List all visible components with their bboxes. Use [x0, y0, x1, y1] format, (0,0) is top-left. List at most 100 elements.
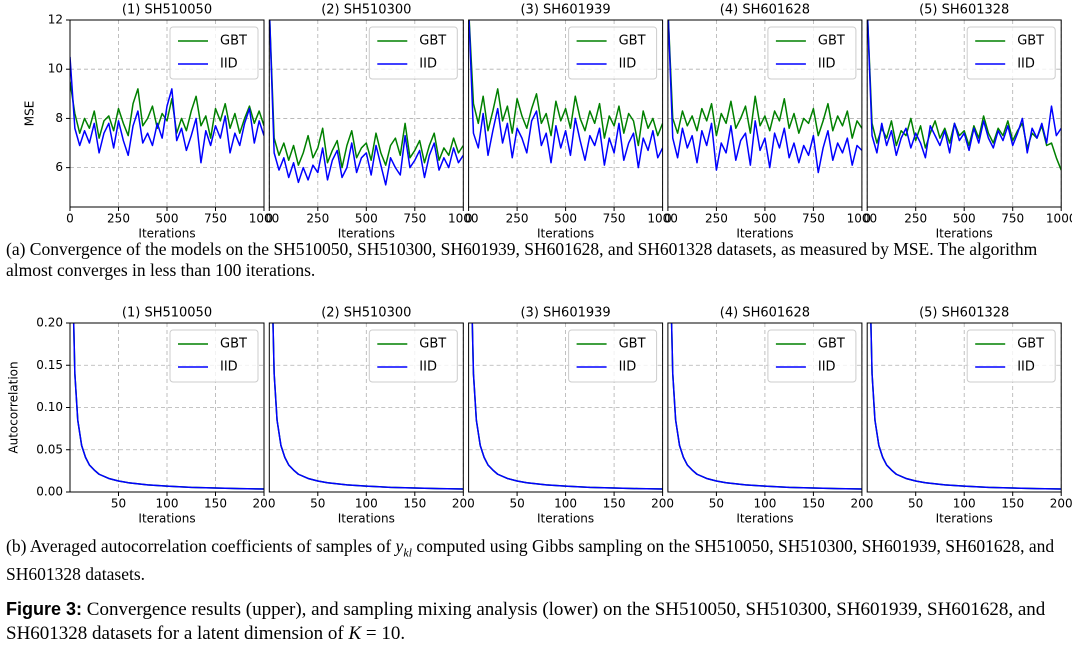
x-tick-label: 500 — [753, 212, 776, 226]
x-tick-label: 100 — [753, 497, 776, 511]
caption-b: (b) Averaged autocorrelation coefficient… — [6, 536, 1068, 585]
subplot: 6 8 10 12 0 250 500 750 1000 (1) SH510050 Iteratio… — [23, 3, 280, 241]
subplot: 0.00 0.05 0.10 0.15 0.20 50 100 150 200 (1) SH510… — [7, 306, 276, 526]
x-tick-label: 1000 — [647, 212, 678, 226]
subplot-title: (2) SH510300 — [321, 306, 411, 321]
x-tick-label: 1000 — [249, 212, 280, 226]
caption-text: = 10. — [361, 623, 406, 644]
legend-label: GBT — [419, 337, 446, 352]
y-tick-label: 6 — [55, 160, 63, 174]
x-tick-label: 50 — [709, 497, 724, 511]
x-tick-label: 750 — [802, 212, 825, 226]
legend-label: IID — [619, 57, 637, 72]
x-tick-label: 250 — [306, 212, 329, 226]
line-series — [272, 323, 464, 490]
legend-label: IID — [220, 360, 238, 375]
figure-label: Figure 3: — [6, 599, 83, 619]
plot-lines — [867, 20, 1062, 171]
math-var: y — [395, 536, 404, 556]
figure-caption: Figure 3: Convergence results (upper), a… — [6, 597, 1068, 646]
plot-lines — [471, 323, 663, 490]
subplot-title: (5) SH601328 — [919, 306, 1009, 321]
y-tick-label: 0.05 — [36, 442, 63, 456]
x-axis-label: Iterations — [936, 512, 993, 526]
x-tick-label: 100 — [156, 497, 179, 511]
plot-lines — [70, 56, 264, 164]
legend-box — [568, 329, 658, 383]
line-series — [70, 81, 264, 139]
subplot-title: (3) SH601939 — [520, 3, 610, 18]
x-tick-label: 150 — [403, 497, 426, 511]
subplot: 50 100 150 200 (3) SH601939 Iterations GBT IID — [468, 306, 674, 526]
line-series — [667, 20, 862, 139]
axes-frame — [268, 19, 464, 208]
legend-label: GBT — [619, 337, 646, 352]
axes-frame — [866, 322, 1062, 493]
y-tick-label: 0.00 — [36, 485, 63, 499]
x-tick-label: 750 — [403, 212, 426, 226]
subplot-title: (3) SH601939 — [520, 306, 610, 321]
x-tick-label: 250 — [107, 212, 130, 226]
legend-label: GBT — [419, 34, 446, 49]
legend-label: GBT — [818, 337, 845, 352]
axes-frame — [69, 19, 265, 208]
legend-box — [767, 329, 857, 383]
plot-lines — [272, 323, 464, 490]
x-tick-label: 200 — [850, 497, 873, 511]
subplot: 50 100 150 200 (4) SH601628 Iterations GBT IID — [667, 306, 873, 526]
axes-frame — [667, 19, 863, 208]
y-tick-label: 0.20 — [36, 316, 63, 330]
x-axis-label: Iterations — [138, 227, 195, 241]
caption-text: computed using Gibbs sampling on the SH5… — [6, 536, 1055, 584]
x-axis-label: Iterations — [537, 227, 594, 241]
subplot-title: (5) SH601328 — [919, 3, 1009, 18]
legend-box — [966, 329, 1056, 383]
subplot: 50 100 150 200 (5) SH601328 Iterations GBT IID — [866, 306, 1072, 526]
y-axis-label: Autocorrelation — [7, 361, 21, 453]
x-tick-label: 1000 — [847, 212, 878, 226]
x-tick-label: 250 — [904, 212, 927, 226]
caption-text: Convergence results (upper), and samplin… — [6, 599, 1046, 644]
subplot-title: (4) SH601628 — [720, 306, 810, 321]
axes-frame — [866, 19, 1062, 208]
subplot: 0 250 500 750 1000 (2) SH510300 Iterations GBT I… — [265, 3, 478, 241]
math-sub: kl — [403, 545, 412, 560]
legend-label: IID — [818, 57, 836, 72]
x-tick-label: 0 — [265, 212, 273, 226]
y-tick-label: 0.10 — [36, 400, 63, 414]
x-tick-label: 100 — [554, 497, 577, 511]
legend-label: IID — [419, 57, 437, 72]
legend-box — [767, 26, 857, 80]
legend-box — [568, 26, 658, 80]
x-tick-label: 50 — [310, 497, 325, 511]
plot-lines — [269, 20, 464, 186]
subplot-title: (1) SH510050 — [122, 306, 212, 321]
legend-box — [368, 329, 458, 383]
x-tick-label: 200 — [253, 497, 276, 511]
axes-frame — [69, 322, 265, 493]
line-series — [72, 323, 264, 490]
y-tick-label: 12 — [48, 13, 63, 27]
x-tick-label: 150 — [1001, 497, 1024, 511]
legend-label: GBT — [1017, 337, 1044, 352]
x-axis-label: Iterations — [537, 512, 594, 526]
x-tick-label: 200 — [452, 497, 475, 511]
axes-frame — [268, 322, 464, 493]
x-tick-label: 750 — [1001, 212, 1024, 226]
caption-text: (b) Averaged autocorrelation coefficient… — [6, 536, 396, 556]
x-tick-label: 0 — [863, 212, 871, 226]
x-tick-label: 150 — [204, 497, 227, 511]
line-series — [269, 20, 464, 169]
axes-frame — [667, 322, 863, 493]
x-tick-label: 200 — [1050, 497, 1072, 511]
x-tick-label: 500 — [355, 212, 378, 226]
x-tick-label: 0 — [66, 212, 74, 226]
subplot: 0 250 500 750 1000 (5) SH601328 Iterations GBT I… — [863, 3, 1072, 241]
legend-label: IID — [1017, 57, 1035, 72]
x-axis-label: Iterations — [338, 512, 395, 526]
legend-label: GBT — [220, 34, 247, 49]
x-tick-label: 150 — [802, 497, 825, 511]
y-tick-label: 10 — [48, 62, 63, 76]
